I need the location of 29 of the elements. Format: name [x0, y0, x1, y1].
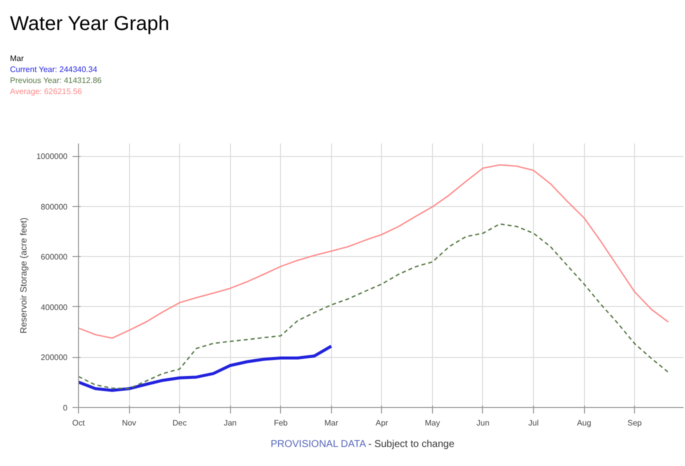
x-tick-label: Jun — [476, 418, 490, 428]
legend-title: Mar — [10, 52, 25, 64]
x-tick-label: Jul — [528, 418, 539, 428]
x-tick-label: Dec — [172, 418, 187, 428]
line-series — [78, 344, 333, 392]
text: Previous Year: 414312.86 — [10, 74, 103, 86]
x-tick-label: Apr — [376, 418, 388, 428]
x-tick-label: Oct — [72, 418, 86, 428]
chart-title: Water Year Graph — [10, 12, 170, 37]
x-tick-label: Nov — [122, 418, 136, 428]
y-tick-label: 200000 — [40, 353, 68, 362]
x-tick-label: Jan — [224, 418, 237, 428]
text: Current Year: 244340.34 — [10, 64, 98, 75]
y-tick-label: 400000 — [40, 302, 68, 312]
y-tick-label: 0 — [63, 404, 68, 412]
y-tick-label: 1000000 — [36, 152, 68, 162]
line-series — [78, 164, 669, 339]
text: - Subject to change — [368, 439, 454, 450]
x-tick-label: Feb — [274, 418, 288, 428]
x-tick-label: Mar — [324, 418, 339, 428]
text: PROVISIONAL DATA — [270, 439, 366, 450]
line-series — [78, 223, 669, 390]
x-tick-label: Aug — [576, 418, 592, 428]
x-tick-label: May — [424, 418, 440, 428]
y-tick-label: 600000 — [40, 252, 68, 262]
y-tick-label: 800000 — [40, 202, 68, 212]
y-axis-title: Reservoir Storage (acre feet) — [18, 217, 28, 334]
text: Average: 626215.56 — [10, 86, 83, 97]
x-tick-label: Sep — [628, 418, 642, 428]
